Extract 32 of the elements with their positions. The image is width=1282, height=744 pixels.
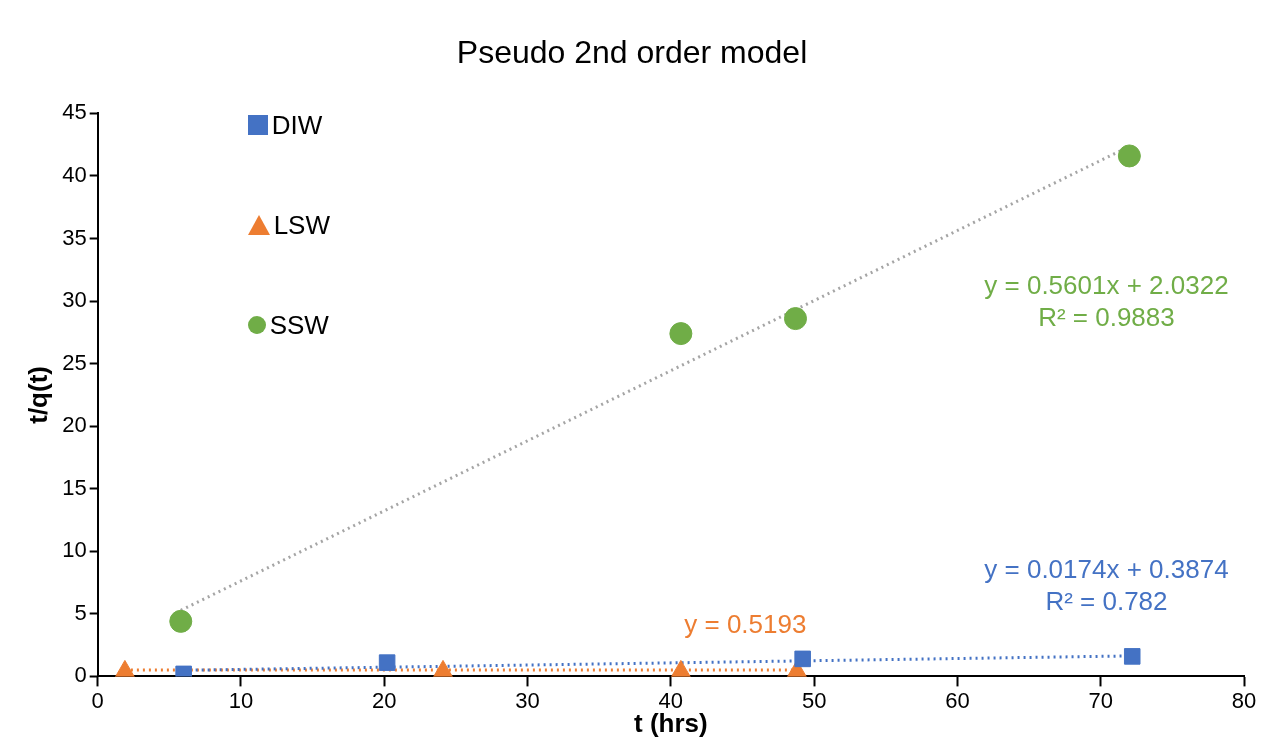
x-tick-label: 60	[945, 687, 970, 713]
point	[114, 659, 135, 677]
point	[432, 659, 454, 677]
y-tick-label: 40	[62, 162, 87, 188]
y-tick-label: 30	[62, 287, 87, 313]
legend-label: DIW	[271, 109, 323, 141]
x-tick-label: 30	[515, 687, 540, 713]
y-tick-label: 10	[62, 537, 87, 563]
y-tick-label: 15	[62, 474, 87, 500]
y-tick-label: 45	[62, 99, 87, 125]
y-tick-label: 25	[62, 349, 87, 375]
x-tick-label: 50	[801, 687, 827, 713]
x-tick-label: 80	[1231, 687, 1257, 713]
point	[669, 322, 693, 346]
x-tick-label: 20	[372, 687, 397, 713]
point	[784, 307, 807, 331]
y-tick-label: 35	[62, 224, 87, 250]
y-axis-title: t/q(t)	[22, 366, 53, 424]
annotation: y = 0.0174x + 0.3874 R² = 0.782	[984, 554, 1229, 617]
annotation: y = 0.5601x + 2.0322 R² = 0.9883	[984, 270, 1229, 333]
x-tick-label: 70	[1088, 687, 1113, 713]
point	[1117, 144, 1141, 168]
x-tick-label: 0	[91, 687, 104, 713]
point	[670, 659, 691, 677]
y-tick-label: 0	[74, 662, 87, 688]
y-tick-label: 20	[62, 412, 87, 438]
x-tick-label: 10	[228, 687, 254, 713]
y-tick-label: 5	[74, 599, 87, 625]
annotation: y = 0.5193	[684, 608, 807, 639]
chart-title: Pseudo 2nd order model	[456, 34, 808, 71]
legend-label: SSW	[269, 309, 329, 341]
legend-label: LSW	[273, 209, 330, 241]
